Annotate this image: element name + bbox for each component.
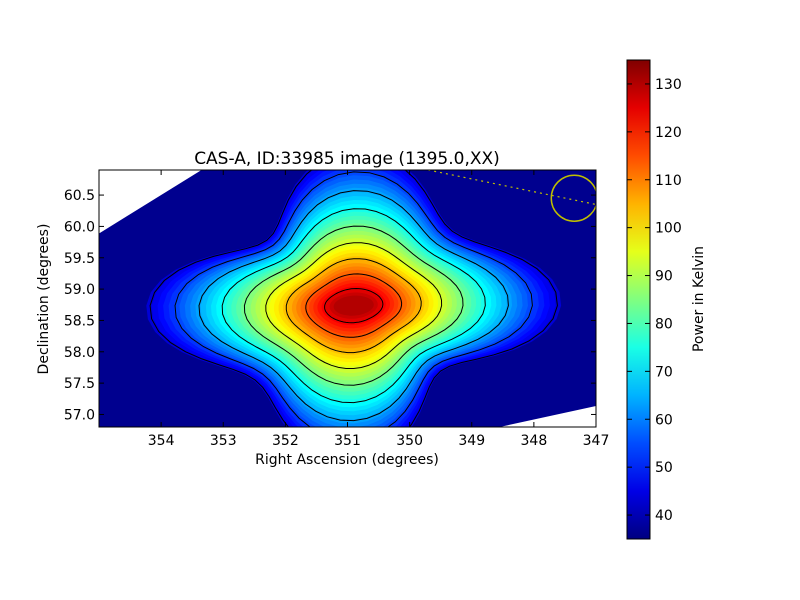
x-axis-title: Right Ascension (degrees) (255, 452, 439, 468)
x-tick-label: 354 (148, 433, 175, 449)
colorbar-title: Power in Kelvin (691, 246, 707, 352)
colorbar-tick-label: 90 (655, 269, 673, 285)
x-axis: 354 353 352 351 350 349 348 347 (148, 170, 610, 449)
colorbar-tick-label: 70 (655, 364, 673, 380)
plot-area (99, 170, 596, 427)
contour-lines (149, 170, 558, 427)
colorbar-tick-label: 40 (655, 508, 673, 524)
colorbar-tick-label: 100 (655, 221, 682, 237)
contour-line (149, 170, 558, 427)
contour-line (324, 287, 384, 324)
x-tick-label: 350 (396, 433, 423, 449)
y-axis-title: Declination (degrees) (36, 224, 52, 375)
contour-line (221, 208, 486, 404)
colorbar-tick-label: 80 (655, 316, 673, 332)
colorbar-tick-label: 110 (655, 173, 682, 189)
y-tick-label: 57.5 (64, 376, 95, 392)
colorbar-tick-label: 60 (655, 412, 673, 428)
y-tick-label: 59.5 (64, 251, 95, 267)
y-tick-label: 58.5 (64, 313, 95, 329)
intensity-level (333, 295, 374, 316)
colorbar-ticks: 40 50 60 70 80 90 100 110 120 130 (627, 77, 682, 524)
y-axis: 57.0 57.5 58.0 58.5 59.0 59.5 60.0 60.5 (64, 188, 596, 423)
y-tick-label: 58.0 (64, 345, 95, 361)
dotted-line (428, 170, 596, 206)
colorbar-tick-label: 50 (655, 460, 673, 476)
contour-line (243, 225, 464, 386)
contour-line (305, 273, 403, 338)
y-tick-label: 60.0 (64, 219, 95, 235)
contour-line (285, 258, 422, 354)
chart-title: CAS-A, ID:33985 image (1395.0,XX) (194, 149, 500, 169)
x-tick-label: 352 (272, 433, 299, 449)
x-tick-label: 351 (334, 433, 361, 449)
contour-line (265, 242, 443, 369)
y-tick-label: 57.0 (64, 407, 95, 423)
y-tick-label: 60.5 (64, 188, 95, 204)
contour-line (174, 171, 533, 427)
y-tick-label: 59.0 (64, 282, 95, 298)
x-tick-label: 347 (583, 433, 610, 449)
colorbar (626, 59, 651, 540)
colorbar-tick-label: 130 (655, 77, 682, 93)
x-tick-label: 348 (521, 433, 548, 449)
colorbar-tick-label: 120 (655, 125, 682, 141)
contour-line (198, 190, 509, 422)
circle-marker (550, 174, 596, 222)
x-tick-label: 353 (210, 433, 237, 449)
x-tick-label: 349 (458, 433, 485, 449)
